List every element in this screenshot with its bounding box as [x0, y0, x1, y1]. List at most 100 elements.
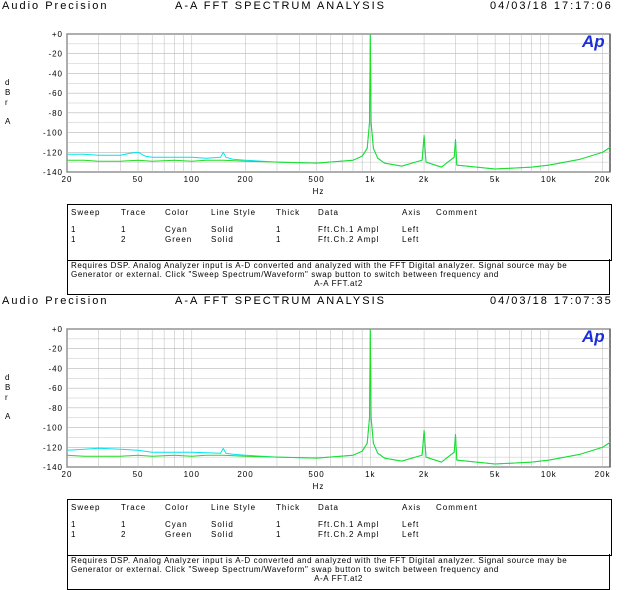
trace-legend-table: Sweep Trace Color Line Style Thick Data Axis Co…: [67, 204, 612, 261]
x-tick-label: 20k: [595, 470, 611, 479]
y-tick-label: -100: [43, 424, 63, 433]
y-axis-label-d: d: [5, 78, 11, 87]
legend-cell: Left: [402, 235, 420, 244]
legend-cell: 1: [71, 235, 77, 244]
notes-box: Requires DSP. Analog Analyzer input is A…: [67, 554, 610, 590]
legend-header: Data: [318, 503, 339, 512]
x-tick-label: 100: [184, 175, 200, 184]
legend-cell: Green: [165, 235, 193, 244]
x-tick-label: 1k: [365, 470, 375, 479]
x-tick-label: 1k: [365, 175, 375, 184]
legend-cell: 1: [276, 530, 282, 539]
series-line-cyan: [67, 34, 611, 170]
x-tick-label: 10k: [541, 470, 557, 479]
notes-text: Requires DSP. Analog Analyzer input is A…: [71, 556, 568, 574]
y-axis-label-r: r: [5, 98, 9, 107]
y-tick-label: -140: [43, 463, 63, 472]
notes-box: Requires DSP. Analog Analyzer input is A…: [67, 259, 610, 295]
ap-logo: Ap: [581, 32, 605, 51]
x-tick-label: 20: [62, 175, 73, 184]
timestamp: 04/03/18 17:07:35: [490, 295, 613, 307]
x-tick-label: 200: [237, 175, 253, 184]
series-line-green: [67, 34, 611, 170]
legend-header: Axis: [402, 208, 422, 217]
x-tick-label: 2k: [419, 175, 429, 184]
legend-header: Trace: [121, 503, 147, 512]
legend-header: Thick: [276, 503, 301, 512]
legend-cell: 1: [121, 225, 127, 234]
legend-cell: 1: [276, 235, 282, 244]
y-axis-label-r: r: [5, 393, 9, 402]
legend-cell: Fft.Ch.2 Ampl: [318, 235, 380, 244]
x-tick-label: 200: [237, 470, 253, 479]
y-tick-label: -20: [48, 345, 63, 354]
legend-cell: Left: [402, 520, 420, 529]
legend-header: Data: [318, 208, 339, 217]
legend-header: Thick: [276, 208, 301, 217]
ap-logo: Ap: [581, 327, 605, 346]
trace-legend-table: Sweep Trace Color Line Style Thick Data Axis Co…: [67, 499, 612, 556]
legend-cell: Solid: [211, 235, 234, 244]
y-tick-label: -120: [43, 148, 63, 157]
legend-cell: Cyan: [165, 225, 188, 234]
legend-header: Sweep: [71, 208, 101, 217]
x-tick-label: 50: [133, 175, 144, 184]
legend-cell: 1: [71, 530, 77, 539]
notes-filename: A-A FFT.at2: [314, 574, 363, 583]
y-axis-label-b: B: [5, 383, 12, 392]
x-axis-label: Hz: [313, 187, 325, 196]
chart-title: A-A FFT SPECTRUM ANALYSIS: [175, 0, 386, 12]
y-axis-label-a: A: [5, 117, 12, 126]
legend-header: Comment: [436, 208, 478, 217]
legend-cell: 1: [71, 225, 77, 234]
notes-text: Requires DSP. Analog Analyzer input is A…: [71, 261, 568, 279]
y-axis-label-a: A: [5, 412, 12, 421]
legend-header: Line Style: [211, 208, 257, 217]
y-tick-label: -60: [48, 384, 63, 393]
spectrum-panel-2: Audio Precision A-A FFT SPECTRUM ANALYSI…: [0, 295, 640, 590]
x-axis-label: Hz: [313, 482, 325, 491]
brand-name: Audio Precision: [2, 295, 109, 307]
y-tick-label: +0: [52, 325, 63, 334]
y-tick-label: -40: [48, 69, 63, 78]
x-tick-label: 2k: [419, 470, 429, 479]
y-tick-label: -40: [48, 364, 63, 373]
x-tick-label: 500: [308, 470, 324, 479]
legend-cell: Green: [165, 530, 193, 539]
series-line-green: [66, 329, 611, 465]
y-tick-label: -80: [48, 404, 63, 413]
x-tick-label: 5k: [490, 175, 500, 184]
chart-title: A-A FFT SPECTRUM ANALYSIS: [175, 295, 386, 307]
spectrum-panel-1: Audio Precision A-A FFT SPECTRUM ANALYSI…: [0, 0, 640, 295]
legend-cell: Fft.Ch.1 Ampl: [318, 520, 380, 529]
legend-cell: 1: [121, 520, 127, 529]
legend-cell: Fft.Ch.2 Ampl: [318, 530, 380, 539]
timestamp: 04/03/18 17:17:06: [490, 0, 613, 12]
x-tick-label: 50: [133, 470, 144, 479]
y-tick-label: -80: [48, 109, 63, 118]
legend-header: Axis: [402, 503, 422, 512]
y-axis-label-b: B: [5, 88, 12, 97]
legend-cell: Solid: [211, 520, 234, 529]
legend-cell: 2: [121, 530, 127, 539]
legend-header: Sweep: [71, 503, 101, 512]
x-tick-label: 20k: [595, 175, 611, 184]
brand-name: Audio Precision: [2, 0, 109, 12]
x-tick-label: 10k: [541, 175, 557, 184]
legend-header: Comment: [436, 503, 478, 512]
legend-cell: Left: [402, 225, 420, 234]
legend-cell: 1: [276, 225, 282, 234]
legend-cell: Left: [402, 530, 420, 539]
legend-header: Trace: [121, 208, 147, 217]
x-tick-label: 20: [62, 470, 73, 479]
x-tick-label: 100: [184, 470, 200, 479]
panel-header: Audio Precision A-A FFT SPECTRUM ANALYSI…: [0, 295, 640, 311]
y-axis-label-d: d: [5, 373, 11, 382]
series-line-cyan: [66, 329, 611, 465]
x-tick-label: 5k: [490, 470, 500, 479]
panel-header: Audio Precision A-A FFT SPECTRUM ANALYSI…: [0, 0, 640, 16]
legend-header: Color: [165, 503, 190, 512]
legend-header: Color: [165, 208, 190, 217]
